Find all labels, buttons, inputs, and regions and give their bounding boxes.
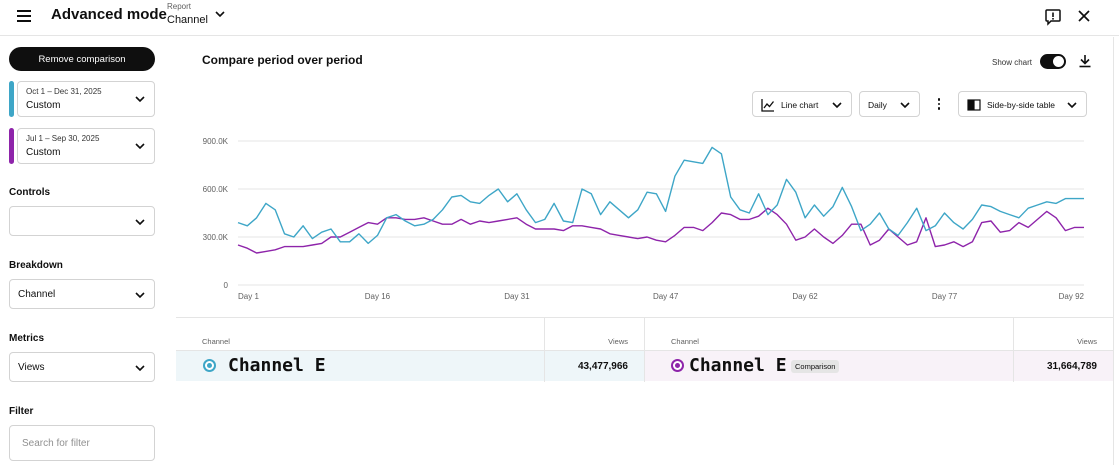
column-divider: [644, 318, 645, 382]
col-header-channel-comparison: Channel: [671, 337, 699, 346]
x-tick-label: Day 47: [653, 292, 679, 301]
col-header-views: Views: [608, 337, 628, 346]
current-period-color-bar: [9, 81, 14, 117]
column-divider: [544, 318, 545, 382]
chevron-down-icon: [900, 102, 910, 109]
current-period-range: Oct 1 – Dec 31, 2025: [26, 87, 102, 96]
close-icon[interactable]: [1075, 7, 1093, 25]
y-tick-label: 0: [224, 281, 229, 290]
main-panel: Compare period over period Show chart Li…: [176, 37, 1113, 465]
row-select-radio[interactable]: [203, 359, 216, 372]
comparison-period-series-line: [237, 207, 1084, 254]
breakdown-label: Breakdown: [9, 260, 63, 271]
comparison-period-box[interactable]: Jul 1 – Sep 30, 2025 Custom: [17, 128, 155, 164]
side-by-side-table: Channel Views Channel Views Channel E 43…: [176, 317, 1113, 382]
channel-name-comparison: Channel E: [689, 355, 787, 376]
chevron-down-icon: [135, 292, 145, 299]
controls-select[interactable]: [9, 206, 155, 236]
report-label: Report: [167, 2, 192, 11]
sidebar: Remove comparison Oct 1 – Dec 31, 2025 C…: [0, 37, 165, 465]
comparison-period-range: Jul 1 – Sep 30, 2025: [26, 134, 100, 143]
side-by-side-icon: [967, 99, 981, 111]
table-row-comparison[interactable]: Channel E Comparison 31,664,789: [644, 350, 1113, 381]
chevron-down-icon: [135, 365, 145, 372]
y-tick-label: 600.0K: [203, 185, 229, 194]
chevron-down-icon: [135, 96, 145, 103]
y-tick-label: 900.0K: [203, 137, 229, 146]
breakdown-select[interactable]: Channel: [9, 279, 155, 309]
chevron-down-icon: [1067, 102, 1077, 109]
chevron-down-icon: [832, 102, 842, 109]
remove-comparison-button[interactable]: Remove comparison: [9, 47, 155, 71]
current-period-box[interactable]: Oct 1 – Dec 31, 2025 Custom: [17, 81, 155, 117]
y-tick-label: 300.0K: [203, 233, 229, 242]
metrics-select[interactable]: Views: [9, 352, 155, 382]
metrics-value: Views: [18, 362, 45, 373]
row-select-radio-comparison[interactable]: [671, 359, 684, 372]
chevron-down-icon: [135, 143, 145, 150]
comparison-period-type: Custom: [26, 147, 61, 158]
comparison-period-color-bar: [9, 128, 14, 164]
show-chart-label: Show chart: [992, 58, 1033, 67]
views-value: 43,477,966: [577, 361, 628, 372]
breakdown-value: Channel: [18, 289, 56, 300]
filter-search-input[interactable]: [9, 425, 155, 461]
chevron-down-icon[interactable]: [213, 7, 227, 21]
chart-type-label: Line chart: [781, 100, 819, 110]
menu-icon[interactable]: [14, 6, 34, 26]
top-bar: Advanced mode Report Channel: [0, 0, 1119, 36]
filter-label: Filter: [9, 406, 34, 417]
x-tick-label: Day 77: [932, 292, 958, 301]
x-tick-label: Day 31: [504, 292, 530, 301]
line-chart-icon: [761, 99, 775, 112]
chevron-down-icon: [135, 219, 145, 226]
panel-border: [1113, 37, 1114, 465]
line-chart: 0 300.0K 600.0K 900.0K Day 1 Day 16 Day 31 Day …: [203, 137, 1085, 301]
channel-name: Channel E: [228, 355, 326, 376]
col-header-views-comparison: Views: [1077, 337, 1097, 346]
comparison-badge: Comparison: [791, 360, 840, 373]
col-header-channel: Channel: [202, 337, 230, 346]
metrics-label: Metrics: [9, 333, 45, 344]
granularity-select[interactable]: Daily: [859, 91, 920, 117]
download-icon[interactable]: [1077, 53, 1093, 69]
app-title: Advanced mode: [51, 6, 167, 23]
x-tick-label: Day 16: [365, 292, 391, 301]
current-period-series-line: [237, 146, 1084, 245]
feedback-icon[interactable]: [1044, 8, 1062, 26]
panel-title: Compare period over period: [202, 53, 363, 67]
column-divider: [1013, 318, 1014, 382]
comparison-period-selector[interactable]: Jul 1 – Sep 30, 2025 Custom: [9, 128, 155, 164]
table-mode-label: Side-by-side table: [987, 100, 1056, 110]
current-period-type: Custom: [26, 100, 61, 111]
x-tick-label: Day 62: [792, 292, 818, 301]
views-value-comparison: 31,664,789: [1046, 361, 1097, 372]
report-selector[interactable]: Channel: [167, 14, 208, 26]
toggle-knob: [1053, 56, 1064, 67]
x-tick-label: Day 1: [238, 292, 259, 301]
chart-type-select[interactable]: Line chart: [752, 91, 852, 117]
show-chart-toggle[interactable]: [1040, 54, 1066, 69]
granularity-label: Daily: [868, 100, 887, 110]
table-row[interactable]: Channel E 43,477,966: [176, 350, 644, 381]
current-period-selector[interactable]: Oct 1 – Dec 31, 2025 Custom: [9, 81, 155, 117]
controls-label: Controls: [9, 187, 51, 198]
more-options-icon[interactable]: [934, 97, 944, 111]
table-mode-select[interactable]: Side-by-side table: [958, 91, 1087, 117]
x-tick-label: Day 92: [1059, 292, 1085, 301]
